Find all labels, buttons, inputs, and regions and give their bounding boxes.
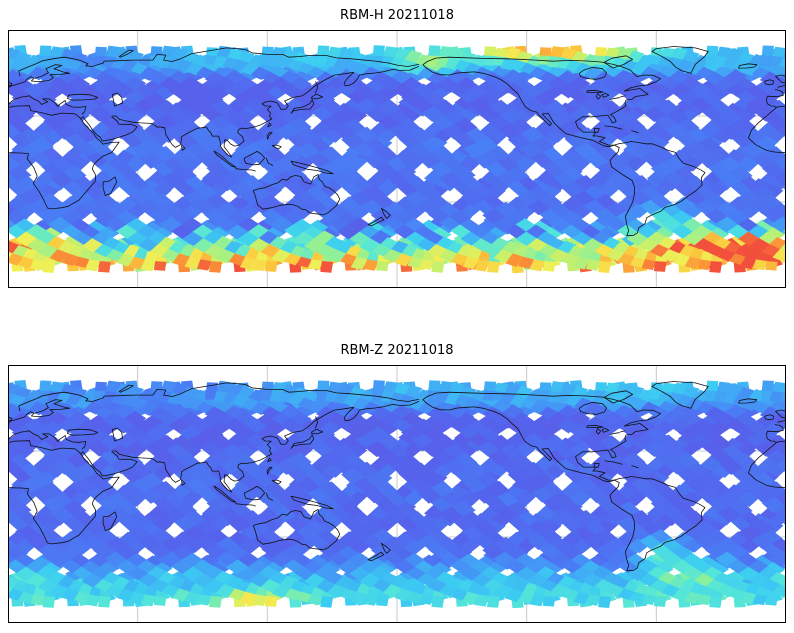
panel-title-rbm-z: RBM-Z 20211018 (340, 343, 454, 358)
coastline-layer (8, 381, 786, 572)
panel-rbm-h: RBM-H 20211018 (8, 8, 786, 288)
swath-layer (8, 379, 786, 609)
coastline-layer (8, 46, 786, 237)
swath-layer (8, 44, 786, 274)
plot-frame-rbm-z (8, 365, 786, 623)
plot-frame-rbm-h (8, 30, 786, 288)
map-plot-rbm-h (8, 30, 786, 288)
map-plot-rbm-z (8, 365, 786, 623)
panel-title-rbm-h: RBM-H 20211018 (340, 8, 454, 23)
panel-rbm-z: RBM-Z 20211018 (8, 343, 786, 623)
